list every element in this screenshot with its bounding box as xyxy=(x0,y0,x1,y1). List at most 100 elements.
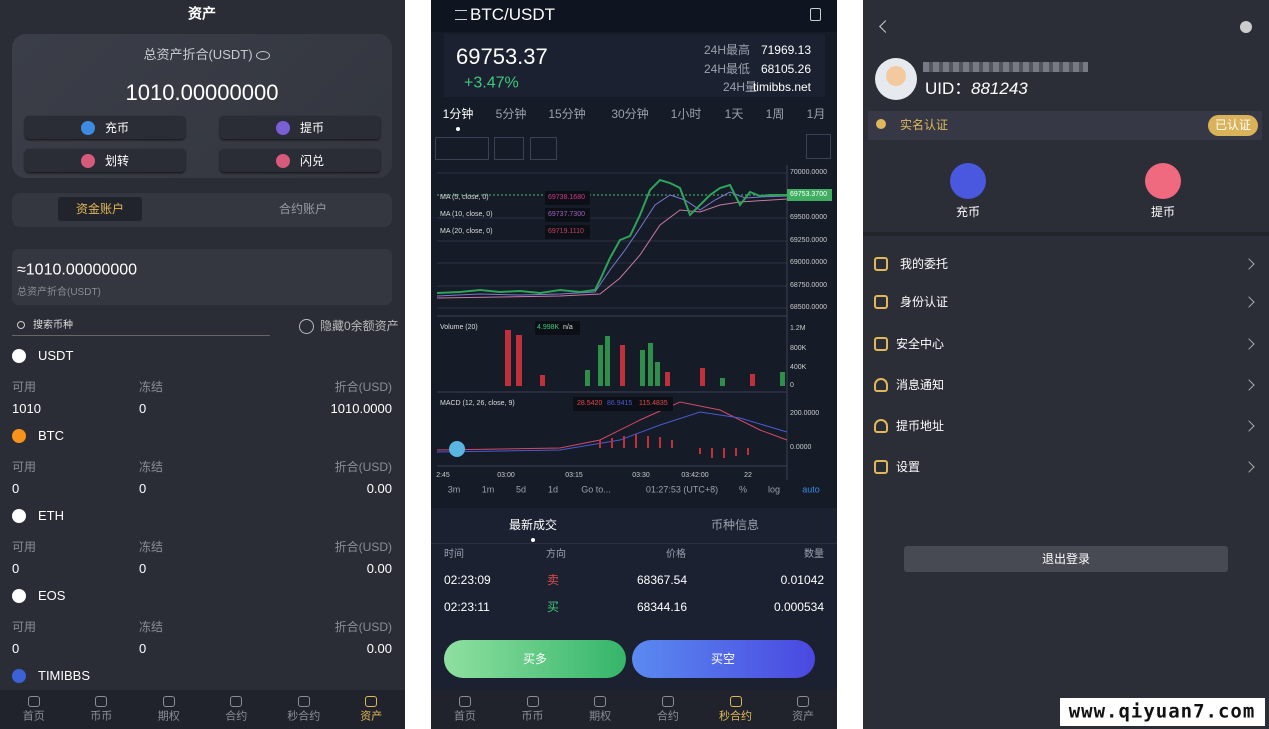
time-axis-label: 03:42:00 xyxy=(681,471,709,479)
record-icon[interactable] xyxy=(810,8,821,21)
tab-divider xyxy=(431,543,837,544)
chart-toolbar-item[interactable]: % xyxy=(738,484,748,495)
chart-tool[interactable] xyxy=(530,137,557,160)
nav-label[interactable]: 秒合约 xyxy=(287,710,321,723)
chart-tool[interactable] xyxy=(435,137,489,160)
ma-value: 69719.1110 xyxy=(548,227,584,235)
chart-toolbar-item[interactable]: 01:27:53 (UTC+8) xyxy=(645,484,719,495)
buy-short-label[interactable]: 买空 xyxy=(710,651,736,666)
nav-icon xyxy=(95,696,108,707)
menu-item[interactable]: 安全中心 xyxy=(896,336,945,351)
action-label[interactable]: 提币 xyxy=(1150,204,1176,219)
chart-toolbar-item[interactable]: 3m xyxy=(447,484,461,495)
nav-label[interactable]: 合约 xyxy=(225,710,248,723)
action-button[interactable] xyxy=(25,149,185,172)
buy-short-button[interactable] xyxy=(632,640,815,678)
menu-item[interactable]: 我的委托 xyxy=(900,256,949,271)
menu-item[interactable]: 消息通知 xyxy=(896,377,945,392)
trade-amount: 0.01042 xyxy=(780,572,824,587)
column-header: 可用 xyxy=(12,539,37,554)
column-header: 冻结 xyxy=(139,619,164,634)
stat-value: 71969.13 xyxy=(760,42,811,57)
chart-toolbar-item[interactable]: auto xyxy=(802,484,820,495)
volume-value: 4.998K xyxy=(537,323,560,331)
button-icon xyxy=(276,153,290,168)
coin-icon xyxy=(12,589,26,603)
buy-long-button[interactable] xyxy=(444,640,626,678)
interval-tab[interactable]: 1天 xyxy=(724,106,744,121)
search-underline xyxy=(12,335,270,336)
hide-checkbox[interactable] xyxy=(299,319,314,334)
volume-axis-label: 800K xyxy=(790,344,807,352)
volume-axis-label: 0 xyxy=(790,381,794,389)
nav-label[interactable]: 首页 xyxy=(453,710,476,723)
chart-toolbar-item[interactable]: 5d xyxy=(515,484,527,495)
nav-label[interactable]: 首页 xyxy=(22,710,45,723)
frozen: 0 xyxy=(139,641,147,657)
buy-long-label[interactable]: 买多 xyxy=(522,651,548,666)
chart-toolbar-item[interactable]: Go to... xyxy=(581,484,611,495)
available: 0 xyxy=(12,561,20,577)
chart-toolbar-item[interactable]: 1m xyxy=(481,484,495,495)
info-tab[interactable]: 最新成交 xyxy=(508,517,558,532)
chart-tool[interactable] xyxy=(494,137,524,160)
time-axis-label: 2:45 xyxy=(436,471,450,479)
nav-icon xyxy=(594,696,607,707)
nav-label[interactable]: 期权 xyxy=(589,710,612,723)
nav-label[interactable]: 期权 xyxy=(157,710,180,723)
interval-tab[interactable]: 5分钟 xyxy=(495,106,527,121)
price-axis-label: 70000.0000 xyxy=(790,168,827,176)
button-label[interactable]: 提币 xyxy=(300,120,325,135)
macd-axis-label: 0.0000 xyxy=(790,443,812,451)
nav-label[interactable]: 币币 xyxy=(521,710,544,723)
time-axis-label: 22 xyxy=(744,471,752,479)
interval-tab[interactable]: 30分钟 xyxy=(611,106,649,121)
interval-tab[interactable]: 1小时 xyxy=(670,106,702,121)
account-tab[interactable]: 合约账户 xyxy=(278,201,328,216)
menu-item[interactable]: 身份认证 xyxy=(900,294,949,309)
action-button[interactable] xyxy=(25,116,185,139)
chart-tool[interactable] xyxy=(806,134,831,159)
action-icon[interactable] xyxy=(1145,163,1181,199)
button-label[interactable]: 充币 xyxy=(105,120,130,135)
verify-label: 实名认证 xyxy=(900,117,949,132)
button-label[interactable]: 划转 xyxy=(105,153,130,168)
interval-tab[interactable]: 1周 xyxy=(765,106,785,121)
info-tab[interactable]: 币种信息 xyxy=(710,517,760,532)
nav-label[interactable]: 资产 xyxy=(792,710,815,723)
nav-label[interactable]: 秒合约 xyxy=(719,710,752,723)
action-label[interactable]: 充币 xyxy=(955,204,981,219)
logout-button[interactable] xyxy=(904,546,1228,572)
search-input[interactable]: 搜索币种 xyxy=(33,320,73,331)
blurred-name xyxy=(923,62,1088,72)
account-tab[interactable]: 资金账户 xyxy=(75,201,125,216)
nav-label[interactable]: 合约 xyxy=(656,710,679,723)
ma-value: 69737.7300 xyxy=(548,210,585,218)
verify-bar xyxy=(868,111,1262,140)
chart-toolbar-item[interactable]: 1d xyxy=(547,484,559,495)
watermark-box xyxy=(1060,698,1265,726)
price-axis-label: 69000.0000 xyxy=(790,258,827,266)
available: 0 xyxy=(12,641,20,657)
uid-label: UID： xyxy=(925,78,972,98)
button-label[interactable]: 闪兑 xyxy=(300,153,325,168)
action-button[interactable] xyxy=(220,116,380,139)
logout-label[interactable]: 退出登录 xyxy=(1041,551,1091,566)
cloud-icon xyxy=(449,441,465,457)
trade-price: 68367.54 xyxy=(636,572,688,587)
nav-label[interactable]: 币币 xyxy=(90,710,113,723)
chart-toolbar-item[interactable]: log xyxy=(767,484,781,495)
nav-label[interactable]: 资产 xyxy=(360,710,383,723)
interval-tab[interactable]: 1分钟 xyxy=(442,106,474,121)
interval-tab[interactable]: 15分钟 xyxy=(548,106,586,121)
menu-item[interactable]: 提币地址 xyxy=(896,418,945,433)
interval-tab[interactable]: 1月 xyxy=(806,106,826,121)
theme-toggle[interactable] xyxy=(1240,21,1252,33)
menu-item[interactable]: 设置 xyxy=(896,459,921,474)
action-button[interactable] xyxy=(220,149,380,172)
ma-label: MA (10, close, 0) xyxy=(440,210,493,218)
ma-value: 69738.1680 xyxy=(548,193,585,201)
macd-value-box xyxy=(573,397,673,411)
menu-icon[interactable] xyxy=(455,10,467,20)
action-icon[interactable] xyxy=(950,163,986,199)
